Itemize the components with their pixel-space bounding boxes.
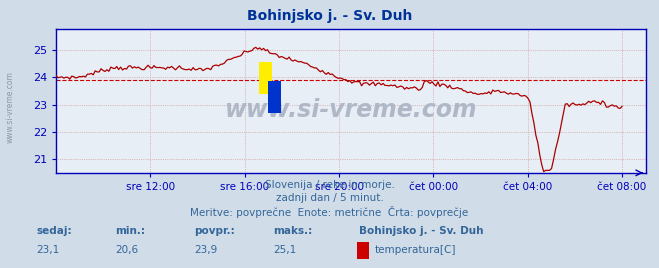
- Text: Slovenija / reke in morje.: Slovenija / reke in morje.: [264, 180, 395, 189]
- Text: min.:: min.:: [115, 226, 146, 236]
- Text: 20,6: 20,6: [115, 245, 138, 255]
- Text: zadnji dan / 5 minut.: zadnji dan / 5 minut.: [275, 193, 384, 203]
- Text: povpr.:: povpr.:: [194, 226, 235, 236]
- Text: 23,9: 23,9: [194, 245, 217, 255]
- Text: www.si-vreme.com: www.si-vreme.com: [5, 71, 14, 143]
- FancyBboxPatch shape: [268, 81, 281, 113]
- FancyBboxPatch shape: [260, 62, 272, 94]
- Text: maks.:: maks.:: [273, 226, 313, 236]
- Text: 25,1: 25,1: [273, 245, 297, 255]
- Text: sedaj:: sedaj:: [36, 226, 72, 236]
- Text: www.si-vreme.com: www.si-vreme.com: [225, 98, 477, 122]
- Text: Meritve: povprečne  Enote: metrične  Črta: povprečje: Meritve: povprečne Enote: metrične Črta:…: [190, 206, 469, 218]
- Text: Bohinjsko j. - Sv. Duh: Bohinjsko j. - Sv. Duh: [359, 226, 484, 236]
- Text: temperatura[C]: temperatura[C]: [374, 245, 456, 255]
- Text: Bohinjsko j. - Sv. Duh: Bohinjsko j. - Sv. Duh: [247, 9, 412, 23]
- Text: 23,1: 23,1: [36, 245, 59, 255]
